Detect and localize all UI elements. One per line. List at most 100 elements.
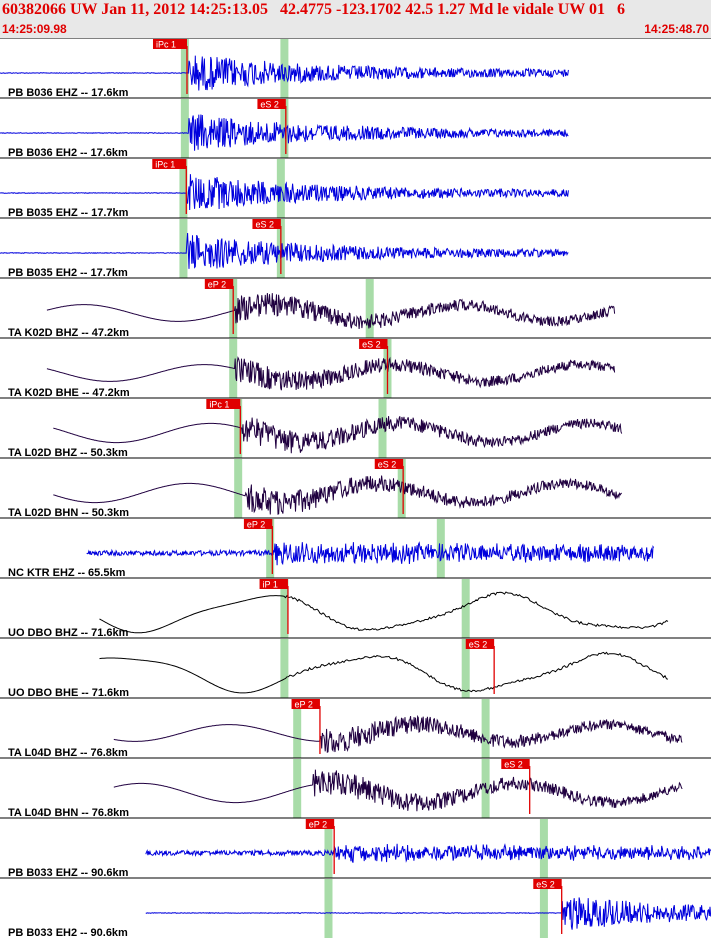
waveform-trace	[0, 114, 569, 151]
panel-1: eS 2 PB B036 EH2 -- 17.6km	[0, 97, 711, 159]
pick-label-box[interactable]	[152, 159, 187, 169]
station-label: UO DBO BHE -- 71.6km	[8, 687, 129, 699]
pick-label: eP 2	[295, 700, 313, 710]
panel-6: iPc 1 TA L02D BHZ -- 50.3km	[0, 397, 711, 459]
time-window-1	[365, 279, 374, 338]
station-label: TA L02D BHZ -- 50.3km	[8, 447, 128, 459]
panel-0: iPc 1 PB B036 EHZ -- 17.6km	[0, 38, 711, 99]
time-window-0	[280, 639, 289, 698]
pick-label: eP 2	[309, 820, 327, 830]
station-label: PB B033 EHZ -- 90.6km	[8, 867, 129, 879]
time-window-0	[179, 219, 188, 278]
pick-label: iPc 1	[156, 40, 176, 50]
time-window-1	[436, 519, 445, 578]
panel-10: eS 2 UO DBO BHE -- 71.6km	[0, 637, 711, 699]
pick-label-box[interactable]	[206, 399, 241, 409]
time-window-1	[539, 879, 548, 938]
time-window-0	[266, 519, 275, 578]
pick-label: eS 2	[469, 640, 488, 650]
time-window-0	[280, 579, 289, 638]
waveform-trace	[0, 232, 569, 269]
waveform-trace	[46, 293, 616, 330]
pick-label-box[interactable]	[259, 579, 288, 589]
pick-label-box[interactable]	[204, 279, 234, 289]
station-label: PB B033 EH2 -- 90.6km	[8, 927, 128, 938]
waveform-trace	[86, 541, 655, 566]
station-label: PB B036 EH2 -- 17.6km	[8, 147, 128, 159]
pick-label-box[interactable]	[257, 99, 286, 109]
pick-label: iP 1	[263, 580, 278, 590]
station-label: NC KTR EHZ -- 65.5km	[8, 567, 126, 579]
waveform-trace	[46, 356, 616, 391]
time-window-1	[481, 699, 490, 758]
pick-label: eS 2	[362, 340, 381, 350]
panel-2: iPc 1 PB B035 EHZ -- 17.7km	[0, 157, 711, 219]
pick-label: eS 2	[260, 100, 279, 110]
waveform-trace	[0, 174, 569, 211]
pick-label-box[interactable]	[305, 819, 335, 829]
time-window-1	[461, 639, 470, 698]
panel-8: eP 2 NC KTR EHZ -- 65.5km	[0, 517, 711, 579]
panel-9: iP 1 UO DBO BHZ -- 71.6km	[0, 577, 711, 639]
station-label: TA L04D BHN -- 76.8km	[8, 807, 129, 819]
panel-11: eP 2 TA L04D BHZ -- 76.8km	[0, 697, 711, 759]
header-bar: 60382066 UW Jan 11, 2012 14:25:13.05 42.…	[0, 0, 711, 38]
station-label: TA L02D BHN -- 50.3km	[8, 507, 129, 519]
pick-label: iPc 1	[209, 400, 229, 410]
station-label: TA K02D BHE -- 47.2km	[8, 387, 130, 399]
time-window-0	[324, 819, 333, 878]
waveform-trace	[113, 769, 683, 812]
station-label: TA L04D BHZ -- 76.8km	[8, 747, 128, 759]
pick-label: eS 2	[504, 760, 523, 770]
pick-label-box[interactable]	[501, 759, 530, 769]
seismogram-panels: iPc 1 PB B036 EHZ -- 17.6km eS 2 PB B036 EH…	[0, 38, 711, 938]
waveform-trace	[53, 416, 623, 454]
time-window-0	[234, 399, 243, 458]
panel-4: eP 2 TA K02D BHZ -- 47.2km	[0, 277, 711, 339]
panel-3: eS 2 PB B035 EH2 -- 17.7km	[0, 217, 711, 279]
pick-label-box[interactable]	[359, 339, 388, 349]
pick-label: eP 2	[208, 280, 226, 290]
pick-label-box[interactable]	[291, 699, 320, 709]
pick-label: eS 2	[536, 880, 555, 890]
pick-label-box[interactable]	[152, 39, 187, 49]
panel-14: eS 2 PB B033 EH2 -- 90.6km	[0, 877, 711, 938]
panel-13: eP 2 PB B033 EHZ -- 90.6km	[0, 817, 711, 879]
time-window-0	[180, 39, 189, 98]
time-window-0	[179, 159, 188, 218]
start-time: 14:25:09.98	[2, 22, 67, 36]
station-label: UO DBO BHZ -- 71.6km	[8, 627, 129, 639]
pick-label-box[interactable]	[243, 519, 273, 529]
pick-label-box[interactable]	[533, 879, 562, 889]
time-window-0	[180, 99, 189, 158]
station-label: TA K02D BHZ -- 47.2km	[8, 327, 129, 339]
station-label: PB B035 EHZ -- 17.7km	[8, 207, 129, 219]
pick-label: iPc 1	[155, 160, 175, 170]
panel-12: eS 2 TA L04D BHN -- 76.8km	[0, 757, 711, 819]
pick-label: eS 2	[255, 220, 274, 230]
time-window-1	[539, 819, 548, 878]
waveform-trace	[113, 714, 683, 754]
waveform-trace	[53, 475, 623, 515]
panel-7: eS 2 TA L02D BHN -- 50.3km	[0, 457, 711, 519]
station-label: PB B036 EHZ -- 17.6km	[8, 87, 129, 99]
time-window-1	[378, 399, 387, 458]
waveform-trace	[0, 55, 569, 91]
waveform-trace	[145, 897, 711, 930]
time-window-0	[234, 459, 243, 518]
time-window-0	[324, 879, 333, 938]
event-title: 60382066 UW Jan 11, 2012 14:25:13.05 42.…	[2, 1, 625, 18]
waveform-trace	[145, 843, 711, 863]
pick-label-box[interactable]	[374, 459, 404, 469]
time-window-1	[461, 579, 470, 638]
end-time: 14:25:48.70	[644, 22, 709, 36]
pick-label-box[interactable]	[252, 219, 281, 229]
waveform-trace	[99, 591, 669, 634]
station-label: PB B035 EH2 -- 17.7km	[8, 267, 128, 279]
time-window-0	[293, 699, 302, 758]
pick-label: eS 2	[378, 460, 397, 470]
pick-label: eP 2	[247, 520, 265, 530]
pick-label-box[interactable]	[465, 639, 495, 649]
panel-5: eS 2 TA K02D BHE -- 47.2km	[0, 337, 711, 399]
waveform-trace	[99, 651, 669, 694]
